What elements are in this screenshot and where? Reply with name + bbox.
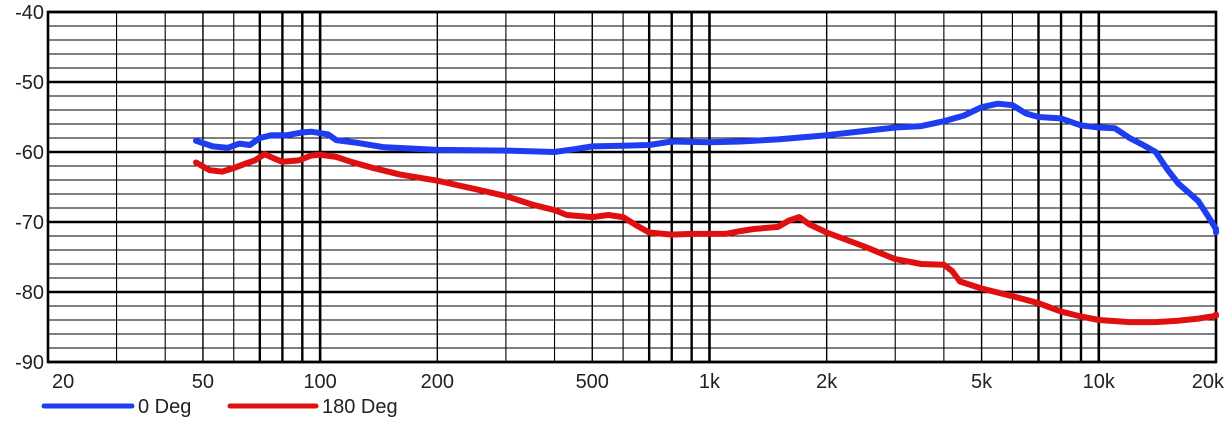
plot-frame bbox=[46, 10, 1218, 364]
y-tick-label: -60 bbox=[15, 142, 44, 164]
x-tick-label: 10k bbox=[1083, 371, 1116, 393]
y-tick-label: -90 bbox=[15, 352, 44, 374]
legend-label-0-deg: 0 Deg bbox=[138, 396, 191, 418]
x-tick-label: 500 bbox=[576, 371, 609, 393]
series-line-180-deg bbox=[193, 151, 1219, 326]
x-tick-label: 200 bbox=[421, 371, 454, 393]
x-tick-label: 20 bbox=[52, 371, 74, 393]
x-tick-label: 50 bbox=[192, 371, 214, 393]
x-tick-label: 100 bbox=[303, 371, 336, 393]
series-lines bbox=[193, 100, 1219, 326]
legend-label-180-deg: 180 Deg bbox=[322, 396, 398, 418]
x-tick-label: 5k bbox=[971, 371, 993, 393]
grid-major bbox=[46, 10, 1218, 364]
plot-area bbox=[48, 12, 1216, 362]
y-tick-label: -80 bbox=[15, 282, 44, 304]
x-tick-label: 20k bbox=[1192, 371, 1225, 393]
series-line-0-deg bbox=[193, 100, 1219, 236]
y-axis-ticks: -40 -50 -60 -70 -80 -90 bbox=[15, 2, 44, 374]
grid-minor bbox=[48, 12, 1216, 362]
x-tick-label: 2k bbox=[816, 371, 838, 393]
y-tick-label: -50 bbox=[15, 72, 44, 94]
x-axis-ticks: 20 50 100 200 500 1k 2k 5k 10k 20k bbox=[52, 371, 1225, 393]
legend: 0 Deg 180 Deg bbox=[41, 396, 398, 418]
y-tick-label: -70 bbox=[15, 212, 44, 234]
y-tick-label: -40 bbox=[15, 2, 44, 24]
x-tick-label: 1k bbox=[699, 371, 721, 393]
